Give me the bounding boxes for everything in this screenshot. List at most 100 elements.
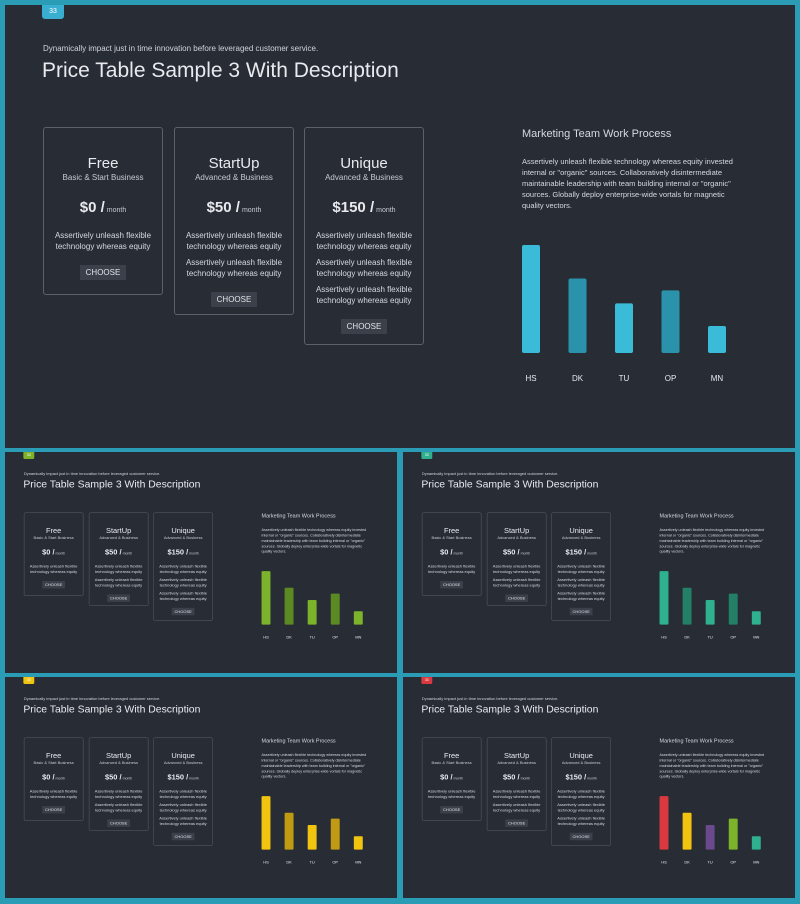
thumbnail-green[interactable]: 33 Dynamically impact just in time innov… xyxy=(5,452,397,673)
price-amount: $150 / xyxy=(167,773,189,782)
plan-price: $150 /month xyxy=(154,548,213,559)
choose-button[interactable]: CHOOSE xyxy=(440,581,464,589)
slide-subtitle: Dynamically impact just in time innovati… xyxy=(23,471,161,476)
plan-description: Assertively unleash flexible technology … xyxy=(557,815,605,826)
plan-description: Assertively unleash flexible technology … xyxy=(159,577,207,588)
thumbnail-yellow[interactable]: 33 Dynamically impact just in time innov… xyxy=(5,677,397,898)
plan-description: Assertively unleash flexible technology … xyxy=(29,789,78,800)
choose-button[interactable]: CHOOSE xyxy=(79,265,127,280)
slide-content: 33 Dynamically impact just in time innov… xyxy=(5,5,795,448)
price-amount: $150 / xyxy=(565,548,587,557)
bar-dk xyxy=(284,812,294,850)
page-badge: 33 xyxy=(23,452,35,459)
plan-description: Assertively unleash flexible technology … xyxy=(492,789,541,800)
bar-chart: HS DK TU OP MN xyxy=(261,796,363,865)
bar-dk xyxy=(568,278,587,353)
marketing-heading: Marketing Team Work Process xyxy=(659,513,734,519)
bar-mn xyxy=(751,611,761,625)
marketing-heading: Marketing Team Work Process xyxy=(261,513,336,519)
price-period: month xyxy=(453,552,464,556)
price-amount: $0 / xyxy=(440,548,453,557)
plan-description: Assertively unleash flexible technology … xyxy=(159,789,207,800)
choose-button[interactable]: CHOOSE xyxy=(42,806,66,814)
choose-button[interactable]: CHOOSE xyxy=(210,292,258,307)
bar-tu xyxy=(705,600,715,625)
price-card-startup: StartUp Advanced & Business $50 /month A… xyxy=(486,737,547,831)
price-card-unique: Unique Advanced & Business $150 /month A… xyxy=(153,737,213,846)
plan-name: StartUp xyxy=(106,526,132,535)
x-tick-label: TU xyxy=(310,635,315,640)
marketing-heading: Marketing Team Work Process xyxy=(261,738,336,744)
plan-subtitle: Basic & Start Business xyxy=(33,760,74,765)
choose-button[interactable]: CHOOSE xyxy=(42,581,66,589)
price-amount: $0 / xyxy=(42,773,55,782)
bar-mn xyxy=(751,836,761,850)
thumbnail-teal[interactable]: 33 Dynamically impact just in time innov… xyxy=(403,452,795,673)
choose-button[interactable]: CHOOSE xyxy=(107,819,131,827)
price-period: month xyxy=(122,552,133,556)
bar-chart: HS DK TU OP MN xyxy=(659,571,761,640)
bar-hs xyxy=(522,245,540,353)
plan-subtitle: Advanced & Business xyxy=(99,535,138,540)
price-card-free: Free Basic & Start Business $0 /month As… xyxy=(43,127,163,295)
price-period: month xyxy=(453,777,464,781)
x-tick-label: MN xyxy=(355,860,361,865)
plan-name: Free xyxy=(87,155,119,172)
plan-price: $50 /month xyxy=(487,773,546,784)
price-period: month xyxy=(189,552,199,556)
plan-name: Unique xyxy=(340,155,388,172)
choose-button[interactable]: CHOOSE xyxy=(171,832,195,841)
plan-subtitle: Basic & Start Business xyxy=(431,760,472,765)
plan-description: Assertively unleash flexible technology … xyxy=(315,285,413,305)
x-tick-label: HS xyxy=(661,635,667,640)
plan-name: Free xyxy=(45,751,62,760)
page-badge: 33 xyxy=(421,677,433,684)
plan-description: Assertively unleash flexible technology … xyxy=(492,802,541,813)
price-card-free: Free Basic & Start Business $0 /month As… xyxy=(23,512,84,596)
slide-title: Price Table Sample 3 With Description xyxy=(23,478,201,491)
price-period: month xyxy=(189,777,199,781)
plan-description: Assertively unleash flexible technology … xyxy=(185,231,283,251)
price-period: month xyxy=(520,777,531,781)
bar-chart: HS DK TU OP MN xyxy=(261,571,363,640)
plan-description: Assertively unleash flexible technology … xyxy=(159,802,207,813)
price-card-startup: StartUp Advanced & Business $50 /month A… xyxy=(88,737,149,831)
choose-button[interactable]: CHOOSE xyxy=(505,594,529,602)
choose-button[interactable]: CHOOSE xyxy=(505,819,529,827)
x-tick-label: OP xyxy=(730,635,736,640)
price-period: month xyxy=(55,777,66,781)
main-slide[interactable]: 33 Dynamically impact just in time innov… xyxy=(5,5,795,448)
choose-button[interactable]: CHOOSE xyxy=(340,319,388,334)
plan-subtitle: Basic & Start Business xyxy=(431,535,472,540)
plan-subtitle: Advanced & Business xyxy=(325,173,403,182)
plan-price: $50 /month xyxy=(89,773,148,784)
plan-price: $50 /month xyxy=(89,548,148,559)
x-tick-label: DK xyxy=(684,635,690,640)
slide-content: 33 Dynamically impact just in time innov… xyxy=(403,677,795,897)
choose-button[interactable]: CHOOSE xyxy=(569,832,593,841)
x-tick-label: HS xyxy=(263,860,269,865)
plan-subtitle: Advanced & Business xyxy=(497,760,536,765)
plan-name: Free xyxy=(443,526,460,535)
slide-subtitle: Dynamically impact just in time innovati… xyxy=(421,696,559,701)
plan-subtitle: Advanced & Business xyxy=(561,760,601,765)
choose-button[interactable]: CHOOSE xyxy=(107,594,131,602)
price-amount: $0 / xyxy=(42,548,55,557)
bar-dk xyxy=(682,587,692,625)
slide-subtitle: Dynamically impact just in time innovati… xyxy=(421,471,559,476)
price-amount: $0 / xyxy=(79,199,105,216)
price-card-unique: Unique Advanced & Business $150 /month A… xyxy=(551,737,611,846)
marketing-heading: Marketing Team Work Process xyxy=(659,738,734,744)
choose-button[interactable]: CHOOSE xyxy=(569,607,593,616)
plan-price: $0 /month xyxy=(44,198,162,221)
plan-description: Assertively unleash flexible technology … xyxy=(427,789,476,800)
plan-price: $0 /month xyxy=(422,548,481,559)
plan-description: Assertively unleash flexible technology … xyxy=(159,590,207,601)
choose-button[interactable]: CHOOSE xyxy=(171,607,195,616)
plan-description: Assertively unleash flexible technology … xyxy=(94,789,143,800)
choose-button[interactable]: CHOOSE xyxy=(440,806,464,814)
thumbnail-multicolor[interactable]: 33 Dynamically impact just in time innov… xyxy=(403,677,795,898)
price-period: month xyxy=(376,207,396,214)
x-tick-label: OP xyxy=(332,635,338,640)
price-amount: $50 / xyxy=(105,773,122,782)
